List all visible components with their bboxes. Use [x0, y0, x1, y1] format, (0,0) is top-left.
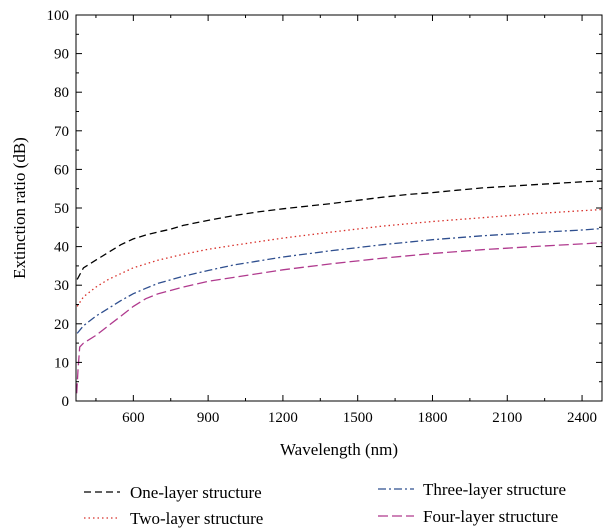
y-tick-label: 0: [62, 394, 70, 410]
y-tick-label: 20: [54, 317, 69, 333]
y-tick-label: 80: [54, 85, 69, 101]
y-tick-label: 70: [54, 124, 69, 140]
x-tick-label: 1800: [417, 410, 447, 426]
legend-label-three-layer: Three-layer structure: [423, 480, 566, 499]
x-tick-label: 600: [122, 410, 145, 426]
y-tick-label: 50: [54, 201, 69, 217]
y-tick-label: 10: [54, 355, 69, 371]
y-axis-label: Extinction ratio (dB): [10, 137, 29, 279]
y-tick-label: 40: [54, 240, 69, 256]
x-tick-label: 1200: [268, 410, 298, 426]
x-tick-label: 1500: [343, 410, 373, 426]
x-tick-label: 2100: [492, 410, 522, 426]
y-tick-label: 60: [54, 162, 69, 178]
x-axis-label: Wavelength (nm): [280, 440, 398, 459]
series-line-four-layer: [76, 242, 603, 394]
y-tick-label: 90: [54, 47, 69, 63]
x-tick-label: 900: [197, 410, 220, 426]
legend: One-layer structure Two-layer structure …: [84, 480, 566, 528]
legend-label-four-layer: Four-layer structure: [423, 507, 558, 526]
y-tick-label: 100: [47, 8, 70, 24]
x-tick-label: 2400: [567, 410, 597, 426]
y-tick-label: 30: [54, 278, 69, 294]
plot-lines: [76, 180, 603, 394]
series-line-one-layer: [76, 180, 603, 280]
series-line-three-layer: [76, 227, 603, 334]
ticks: [76, 14, 602, 402]
legend-label-one-layer: One-layer structure: [130, 483, 262, 502]
legend-label-two-layer: Two-layer structure: [130, 509, 263, 528]
tick-labels: 600 900 1200 1500 1800 2100 2400 0 10 20 30 40 50 60 7…: [47, 8, 598, 426]
